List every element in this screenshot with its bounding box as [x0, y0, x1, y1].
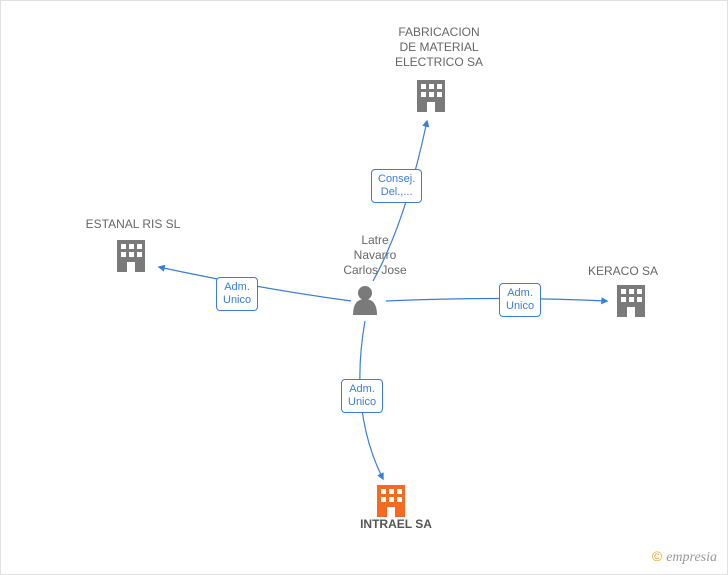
- edge-label-line: Unico: [223, 294, 251, 306]
- node-label-center: Latre Navarro Carlos Jose: [335, 233, 415, 278]
- node-label-line: KERACO SA: [588, 264, 658, 278]
- node-label-line: Navarro: [354, 248, 397, 262]
- node-label-right: KERACO SA: [573, 264, 673, 279]
- edge-label-line: Adm.: [349, 383, 375, 395]
- edge-label-top: Consej. Del.,...: [371, 169, 422, 203]
- person-icon[interactable]: [353, 286, 377, 315]
- node-label-line: FABRICACION: [398, 25, 479, 39]
- building-icon[interactable]: [117, 240, 145, 272]
- edge-label-line: Adm.: [224, 281, 250, 293]
- edge-label-bottom: Adm. Unico: [341, 379, 383, 413]
- edge-label-line: Adm.: [507, 287, 533, 299]
- node-label-line: DE MATERIAL: [399, 40, 478, 54]
- edge-label-line: Del.,...: [381, 186, 413, 198]
- node-label-line: Carlos Jose: [343, 263, 406, 277]
- edge-center-right: [386, 299, 607, 302]
- node-label-line: ESTANAL RIS SL: [86, 217, 181, 231]
- node-label-line: INTRAEL SA: [360, 517, 432, 531]
- edge-label-left: Adm. Unico: [216, 277, 258, 311]
- edge-label-line: Consej.: [378, 173, 415, 185]
- node-label-top: FABRICACION DE MATERIAL ELECTRICO SA: [389, 25, 489, 70]
- node-label-bottom: INTRAEL SA: [346, 517, 446, 532]
- watermark: © empresia: [652, 548, 717, 566]
- building-icon[interactable]: [417, 80, 445, 112]
- edge-label-right: Adm. Unico: [499, 283, 541, 317]
- node-label-line: ELECTRICO SA: [395, 55, 483, 69]
- edge-label-line: Unico: [506, 300, 534, 312]
- diagram-canvas: Latre Navarro Carlos Jose FABRICACION DE…: [0, 0, 728, 575]
- edge-label-line: Unico: [348, 396, 376, 408]
- building-icon[interactable]: [617, 285, 645, 317]
- building-icon-highlight[interactable]: [377, 485, 405, 517]
- copyright-icon: ©: [652, 548, 662, 564]
- node-label-left: ESTANAL RIS SL: [73, 217, 193, 232]
- watermark-text: empresia: [666, 550, 717, 565]
- node-label-line: Latre: [361, 233, 388, 247]
- edges-layer: [1, 1, 728, 575]
